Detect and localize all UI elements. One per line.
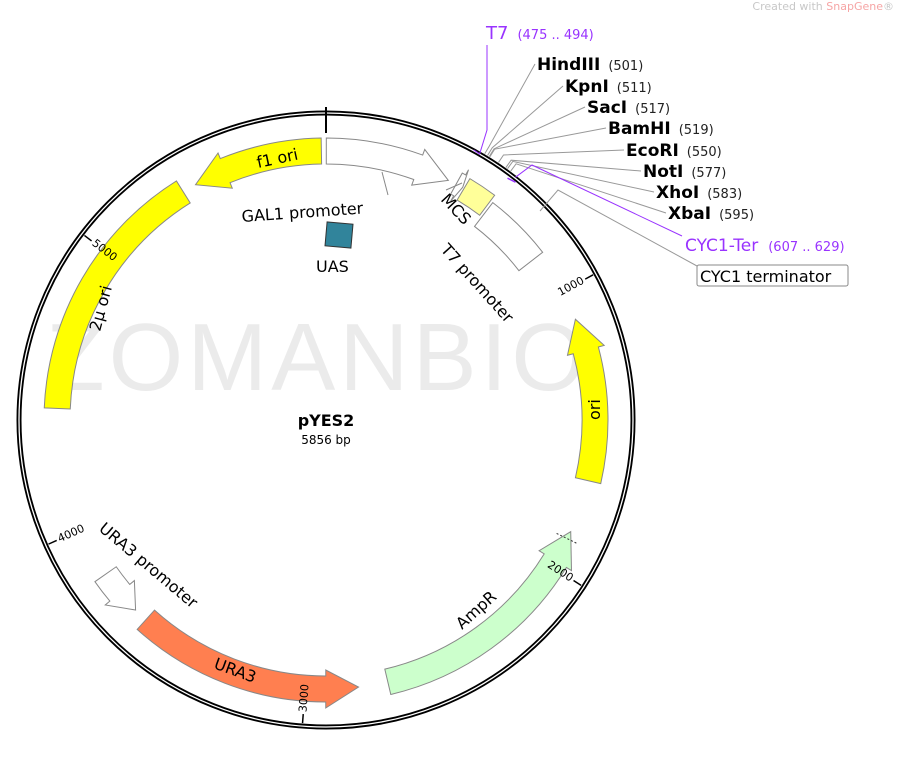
site-line-kpni — [487, 85, 564, 156]
mcs-label-line — [445, 182, 463, 191]
site-position-saci: (517) — [635, 102, 670, 117]
snapgene-branding: Created with SnapGene® — [752, 0, 894, 13]
primer-line-cyc1-ter — [515, 164, 683, 237]
plasmid-size: 5856 bp — [301, 433, 351, 447]
branding-prefix: Created with — [752, 0, 827, 13]
site-position-hindiii: (501) — [608, 59, 643, 74]
primer-label-t7: T7 — [485, 23, 508, 44]
tick-3000 — [301, 714, 304, 724]
site-label-saci: SacI — [587, 98, 627, 118]
feature-2-ori — [43, 180, 191, 410]
site-position-kpni: (511) — [617, 81, 652, 96]
tick-1000 — [584, 274, 594, 280]
site-position-xbai: (595) — [719, 208, 754, 223]
site-position-xhoi: (583) — [707, 187, 742, 202]
watermark: ZOMANBIO — [46, 304, 590, 411]
feature-ori — [566, 318, 609, 485]
feature-ura3-promoter — [94, 566, 137, 611]
gal1-label-line — [381, 171, 389, 196]
primer-line-t7 — [473, 45, 488, 155]
site-position-noti: (577) — [691, 166, 726, 181]
backbone — [16, 107, 636, 730]
cyc1-terminator-label-box — [696, 264, 849, 287]
ampr-promoter-divider — [556, 532, 579, 545]
branding-suffix: ® — [883, 0, 894, 13]
feature-t7-promoter — [449, 169, 470, 202]
site-label-ecori: EcoRI — [626, 141, 679, 161]
feature-ampr — [384, 530, 573, 696]
site-label-hindiii: HindIII — [537, 55, 600, 75]
site-line-bamhi — [489, 127, 607, 158]
site-label-noti: NotI — [643, 162, 683, 182]
feature-mcs — [456, 177, 496, 216]
site-label-xhoi: XhoI — [656, 183, 699, 203]
feature-label-uas: UAS — [316, 257, 349, 276]
branding-name: SnapGene — [826, 0, 883, 13]
site-line-noti — [505, 159, 642, 172]
site-line-ecori — [498, 149, 625, 163]
feature-label-ori: ori — [585, 399, 604, 420]
feature-ura3 — [136, 609, 360, 709]
feature-label-gal1-promoter: GAL1 promoter — [241, 199, 364, 226]
tick-label-3000: 3000 — [296, 684, 311, 713]
feature-label-cyc1-terminator: CYC1 terminator — [700, 267, 832, 286]
tick-label-4000: 4000 — [56, 522, 87, 545]
primer-range-cyc1-ter: (607 .. 629) — [768, 240, 844, 255]
site-label-kpni: KpnI — [565, 77, 609, 97]
feature-cyc1-terminator — [473, 201, 544, 272]
feature-f1-ori — [194, 137, 323, 189]
site-label-xbai: XbaI — [668, 204, 711, 224]
site-position-ecori: (550) — [687, 145, 722, 160]
site-line-xhoi — [507, 160, 655, 193]
tick-2000 — [573, 579, 582, 586]
label-lines — [381, 45, 698, 267]
feature-uas — [324, 221, 354, 249]
site-line-xbai — [510, 163, 667, 214]
tick-5000 — [83, 234, 93, 242]
primer-mark-cyc1-ter — [507, 177, 516, 183]
feature-gal1-promoter — [325, 137, 450, 186]
features-layer — [43, 137, 609, 709]
site-line-hindiii — [484, 63, 536, 154]
primer-range-t7: (475 .. 494) — [517, 28, 593, 43]
site-line-saci — [488, 106, 586, 157]
plasmid-name: pYES2 — [298, 411, 355, 430]
site-label-bamhi: BamHI — [608, 119, 671, 139]
primer-label-cyc1-ter: CYC1-Ter — [685, 236, 758, 256]
site-position-bamhi: (519) — [679, 123, 714, 138]
cyc1-terminator-label-line — [539, 189, 698, 267]
tick-4000 — [48, 539, 58, 545]
tick-label-1000: 1000 — [555, 274, 586, 299]
